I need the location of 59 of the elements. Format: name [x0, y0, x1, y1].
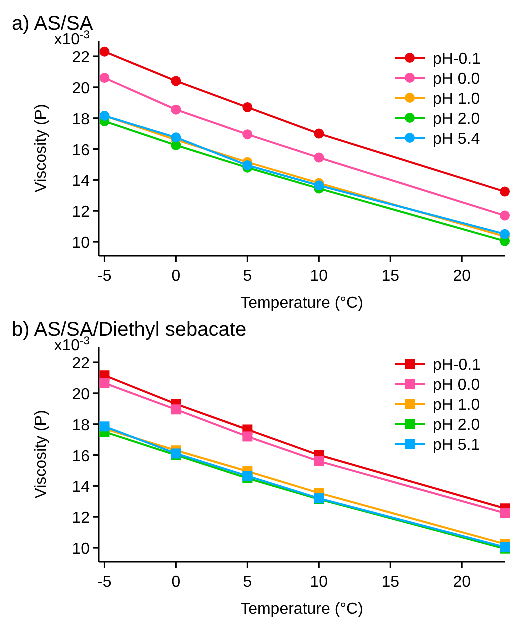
y-tick-label: 10 — [72, 235, 90, 252]
x-tick-label: 5 — [243, 268, 252, 285]
y-tick-label: 22 — [72, 355, 90, 372]
y-tick-label: 14 — [72, 173, 90, 190]
point — [171, 404, 182, 415]
point — [100, 46, 110, 57]
point — [314, 152, 324, 163]
x-tick-label: -5 — [98, 574, 112, 591]
legend-label: pH 1.0 — [433, 91, 480, 108]
text: x10$^{-3}$ — [54, 29, 90, 48]
y-tick-label: 18 — [72, 417, 90, 434]
legend-label: pH-0.1 — [433, 51, 482, 68]
point — [100, 73, 110, 84]
legend-label: pH 1.0 — [433, 397, 480, 414]
x-tick-label: -5 — [98, 268, 112, 285]
legend-label: pH 5.1 — [433, 437, 480, 454]
legend-label: pH 0.0 — [433, 71, 480, 88]
x-tick-label: 5 — [243, 574, 252, 591]
legend-label: pH 2.0 — [433, 417, 480, 434]
y-tick-label: 12 — [72, 510, 90, 528]
point — [500, 210, 510, 221]
y-tick-label: 20 — [72, 386, 90, 404]
legend-label: pH-0.1 — [433, 357, 482, 374]
x-tick-label: 10 — [310, 574, 328, 591]
x-tick-label: 15 — [382, 268, 400, 285]
y-tick-label: 20 — [72, 80, 90, 98]
x-tick-label: 0 — [172, 574, 181, 591]
point — [314, 456, 324, 466]
x-tick-label: 20 — [453, 268, 472, 285]
point — [314, 128, 324, 139]
point — [500, 508, 510, 518]
y-tick-label: 10 — [72, 541, 90, 558]
x-axis-title: Temperature (°C) — [240, 601, 364, 618]
y-tick-label: 22 — [72, 49, 90, 66]
point — [242, 102, 253, 113]
point — [242, 432, 253, 442]
y-tick-label: 16 — [72, 448, 90, 466]
legend-label: pH 5.4 — [433, 131, 480, 148]
point — [500, 229, 510, 240]
x-tick-label: 0 — [172, 268, 181, 285]
y-tick-label: 14 — [72, 479, 90, 496]
y-tick-label: 16 — [72, 142, 90, 160]
point — [171, 104, 182, 115]
legend-label: pH 2.0 — [433, 111, 480, 128]
x-tick-label: 15 — [382, 574, 400, 591]
y-tick-label: 12 — [72, 204, 90, 222]
y-tick-label: 18 — [72, 111, 90, 128]
x-axis-title: Temperature (°C) — [240, 295, 364, 312]
point — [171, 132, 182, 143]
y-axis-title: Viscosity (P) — [33, 104, 50, 193]
point — [171, 76, 182, 86]
point — [500, 186, 510, 197]
point — [100, 378, 110, 388]
point — [242, 130, 253, 140]
x-tick-label: 10 — [310, 268, 328, 285]
x-tick-label: 20 — [453, 574, 472, 591]
y-axis-title: Viscosity (P) — [33, 410, 50, 499]
legend-label: pH 0.0 — [433, 377, 480, 394]
point — [314, 180, 324, 191]
